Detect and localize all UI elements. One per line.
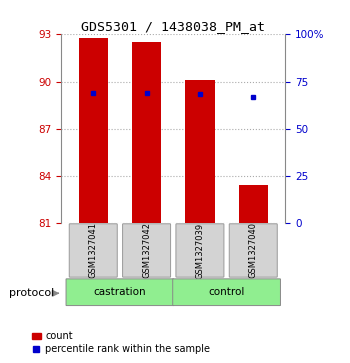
Legend: count, percentile rank within the sample: count, percentile rank within the sample	[28, 327, 214, 358]
FancyBboxPatch shape	[176, 224, 224, 277]
FancyBboxPatch shape	[122, 224, 170, 277]
Text: protocol: protocol	[9, 288, 54, 298]
Text: control: control	[208, 287, 245, 297]
Text: GDS5301 / 1438038_PM_at: GDS5301 / 1438038_PM_at	[81, 20, 265, 33]
FancyBboxPatch shape	[69, 224, 117, 277]
FancyBboxPatch shape	[173, 279, 280, 306]
Bar	[239, 185, 268, 223]
Text: GSM1327039: GSM1327039	[195, 223, 204, 278]
Text: GSM1327041: GSM1327041	[89, 223, 98, 278]
FancyBboxPatch shape	[229, 224, 277, 277]
FancyBboxPatch shape	[66, 279, 174, 306]
Text: GSM1327042: GSM1327042	[142, 223, 151, 278]
Text: castration: castration	[93, 287, 146, 297]
Text: GSM1327040: GSM1327040	[249, 223, 258, 278]
Bar	[132, 42, 161, 223]
Bar	[79, 38, 108, 223]
Bar	[185, 80, 215, 223]
